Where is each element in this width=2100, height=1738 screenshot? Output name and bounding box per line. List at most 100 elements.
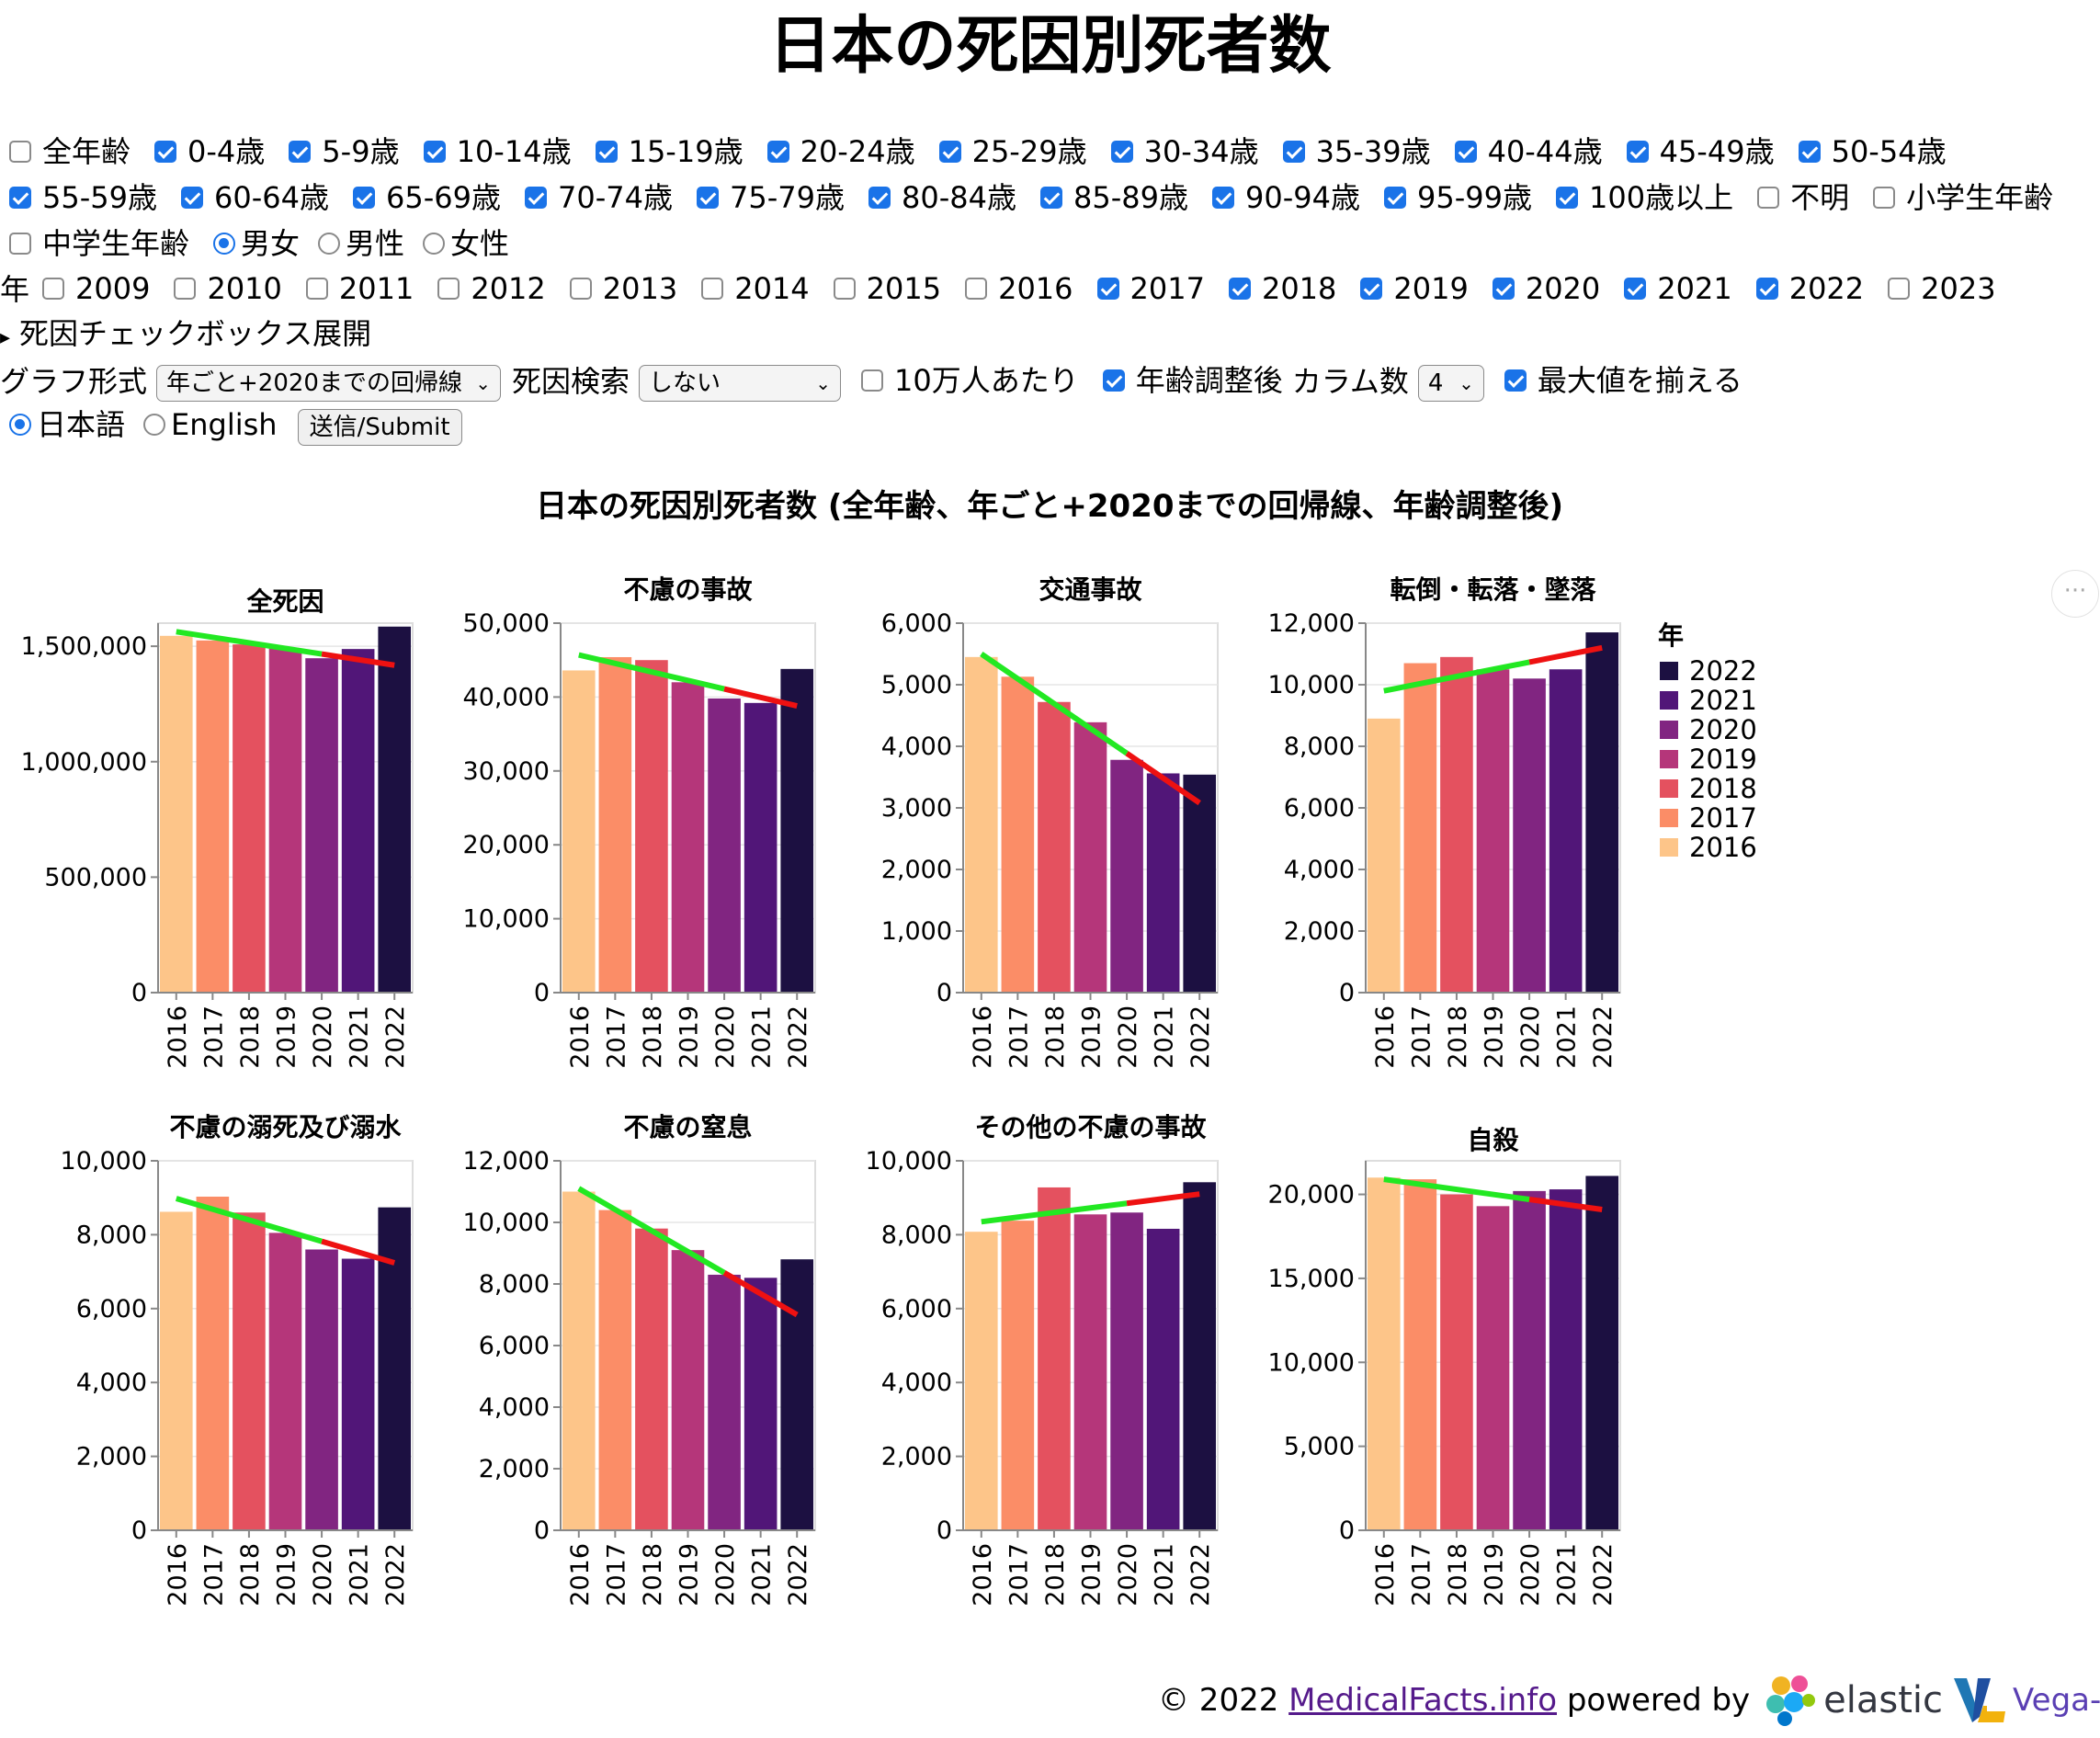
sex-radio-0[interactable]: 男女: [204, 223, 300, 264]
checkbox-box[interactable]: [1624, 278, 1647, 300]
checkbox-box[interactable]: [1888, 278, 1911, 300]
bar-2016[interactable]: [964, 656, 998, 993]
age-checkbox-20[interactable]: 95-99歳: [1375, 177, 1532, 218]
bar-2021[interactable]: [341, 1258, 375, 1530]
age-checkbox-15[interactable]: 70-74歳: [516, 177, 673, 218]
age-adjusted-checkbox[interactable]: 年齢調整後: [1094, 358, 1283, 403]
bar-2021[interactable]: [1549, 1189, 1583, 1530]
cause-search-select[interactable]: しない ⌄: [639, 365, 842, 402]
checkbox-box[interactable]: [1096, 278, 1119, 300]
graph-type-select[interactable]: 年ごと+2020までの回帰線 ⌄: [156, 365, 502, 402]
bar-2021[interactable]: [744, 1278, 778, 1530]
age-checkbox-14[interactable]: 65-69歳: [344, 177, 501, 218]
checkbox-box[interactable]: [174, 278, 197, 300]
bar-2019[interactable]: [268, 1233, 302, 1530]
checkbox-box[interactable]: [1798, 141, 1821, 163]
bar-2022[interactable]: [780, 1259, 814, 1530]
year-checkbox-2022[interactable]: 2022: [1747, 268, 1864, 309]
footer-link[interactable]: MedicalFacts.info: [1288, 1682, 1557, 1719]
cause-checkbox-expander[interactable]: ▸ 死因チェックボックス展開: [0, 316, 371, 351]
checkbox-box[interactable]: [1360, 278, 1383, 300]
bar-2016[interactable]: [562, 1191, 596, 1531]
age-checkbox-19[interactable]: 90-94歳: [1203, 177, 1360, 218]
year-checkbox-2021[interactable]: 2021: [1615, 268, 1732, 309]
checkbox-box[interactable]: [289, 141, 312, 163]
year-checkbox-2015[interactable]: 2015: [824, 268, 941, 309]
age-checkbox-4[interactable]: 15-19歳: [586, 131, 744, 172]
age-checkbox-2[interactable]: 5-9歳: [279, 131, 400, 172]
bar-2022[interactable]: [378, 626, 412, 993]
checkbox-box[interactable]: [9, 233, 31, 255]
checkbox-box[interactable]: [1504, 369, 1527, 392]
language-radio-0[interactable]: 日本語: [0, 403, 125, 447]
checkbox-box[interactable]: [1755, 278, 1778, 300]
chart-actions-button[interactable]: ···: [2051, 570, 2099, 618]
year-checkbox-2014[interactable]: 2014: [692, 268, 810, 309]
age-checkbox-13[interactable]: 60-64歳: [172, 177, 329, 218]
checkbox-box[interactable]: [965, 278, 988, 300]
year-checkbox-2018[interactable]: 2018: [1220, 268, 1336, 309]
age-checkbox-12[interactable]: 55-59歳: [0, 177, 157, 218]
bar-2020[interactable]: [305, 658, 338, 993]
bar-2017[interactable]: [196, 1196, 230, 1530]
bar-2020[interactable]: [1513, 1190, 1546, 1530]
bar-2021[interactable]: [1146, 773, 1180, 993]
checkbox-box[interactable]: [697, 187, 719, 209]
bar-2017[interactable]: [196, 640, 230, 993]
year-checkbox-2019[interactable]: 2019: [1351, 268, 1469, 309]
bar-2018[interactable]: [1038, 701, 1071, 993]
bar-2016[interactable]: [562, 670, 596, 993]
checkbox-box[interactable]: [1492, 278, 1515, 300]
year-checkbox-2020[interactable]: 2020: [1483, 268, 1600, 309]
age-checkbox-17[interactable]: 80-84歳: [859, 177, 1016, 218]
checkbox-box[interactable]: [437, 278, 460, 300]
columns-select[interactable]: 4 ⌄: [1417, 365, 1484, 402]
bar-2020[interactable]: [708, 1274, 741, 1530]
bar-2019[interactable]: [1476, 1206, 1510, 1530]
checkbox-box[interactable]: [154, 141, 177, 163]
bar-2018[interactable]: [233, 644, 266, 993]
bar-2017[interactable]: [598, 656, 632, 993]
bar-2021[interactable]: [341, 649, 375, 993]
checkbox-box[interactable]: [423, 141, 446, 163]
checkbox-box[interactable]: [1110, 141, 1133, 163]
bar-2022[interactable]: [1183, 1182, 1217, 1530]
bar-2019[interactable]: [671, 682, 705, 993]
checkbox-box[interactable]: [1282, 141, 1305, 163]
bar-2021[interactable]: [744, 702, 778, 993]
bar-2022[interactable]: [1585, 632, 1619, 993]
bar-2016[interactable]: [964, 1232, 998, 1530]
year-checkbox-2013[interactable]: 2013: [561, 268, 677, 309]
checkbox-box[interactable]: [1454, 141, 1477, 163]
year-checkbox-2023[interactable]: 2023: [1879, 268, 1996, 309]
bar-2022[interactable]: [1183, 774, 1217, 993]
age-checkbox-5[interactable]: 20-24歳: [758, 131, 915, 172]
year-checkbox-2011[interactable]: 2011: [297, 268, 414, 309]
bar-2016[interactable]: [1367, 718, 1401, 993]
bar-2022[interactable]: [780, 668, 814, 993]
bar-2018[interactable]: [1440, 656, 1473, 993]
radio-circle[interactable]: [423, 233, 446, 255]
checkbox-box[interactable]: [1873, 187, 1896, 209]
checkbox-box[interactable]: [181, 187, 203, 209]
bar-2017[interactable]: [1001, 1221, 1035, 1530]
checkbox-box[interactable]: [1102, 369, 1125, 392]
bar-2018[interactable]: [1440, 1194, 1473, 1530]
bar-2019[interactable]: [268, 648, 302, 993]
age-checkbox-22[interactable]: 不明: [1748, 177, 1849, 218]
radio-circle[interactable]: [318, 233, 341, 255]
year-checkbox-2012[interactable]: 2012: [428, 268, 546, 309]
bar-2017[interactable]: [1403, 1179, 1437, 1530]
checkbox-box[interactable]: [1212, 187, 1234, 209]
checkbox-box[interactable]: [833, 278, 856, 300]
age-checkbox-23[interactable]: 小学生年齢: [1864, 177, 2053, 218]
bar-2022[interactable]: [378, 1207, 412, 1530]
age-checkbox-21[interactable]: 100歳以上: [1547, 177, 1733, 218]
radio-circle[interactable]: [213, 233, 236, 255]
year-checkbox-2016[interactable]: 2016: [956, 268, 1073, 309]
checkbox-box[interactable]: [42, 278, 65, 300]
checkbox-box[interactable]: [861, 369, 884, 392]
checkbox-box[interactable]: [569, 278, 592, 300]
bar-2017[interactable]: [598, 1210, 632, 1530]
checkbox-box[interactable]: [9, 187, 31, 209]
